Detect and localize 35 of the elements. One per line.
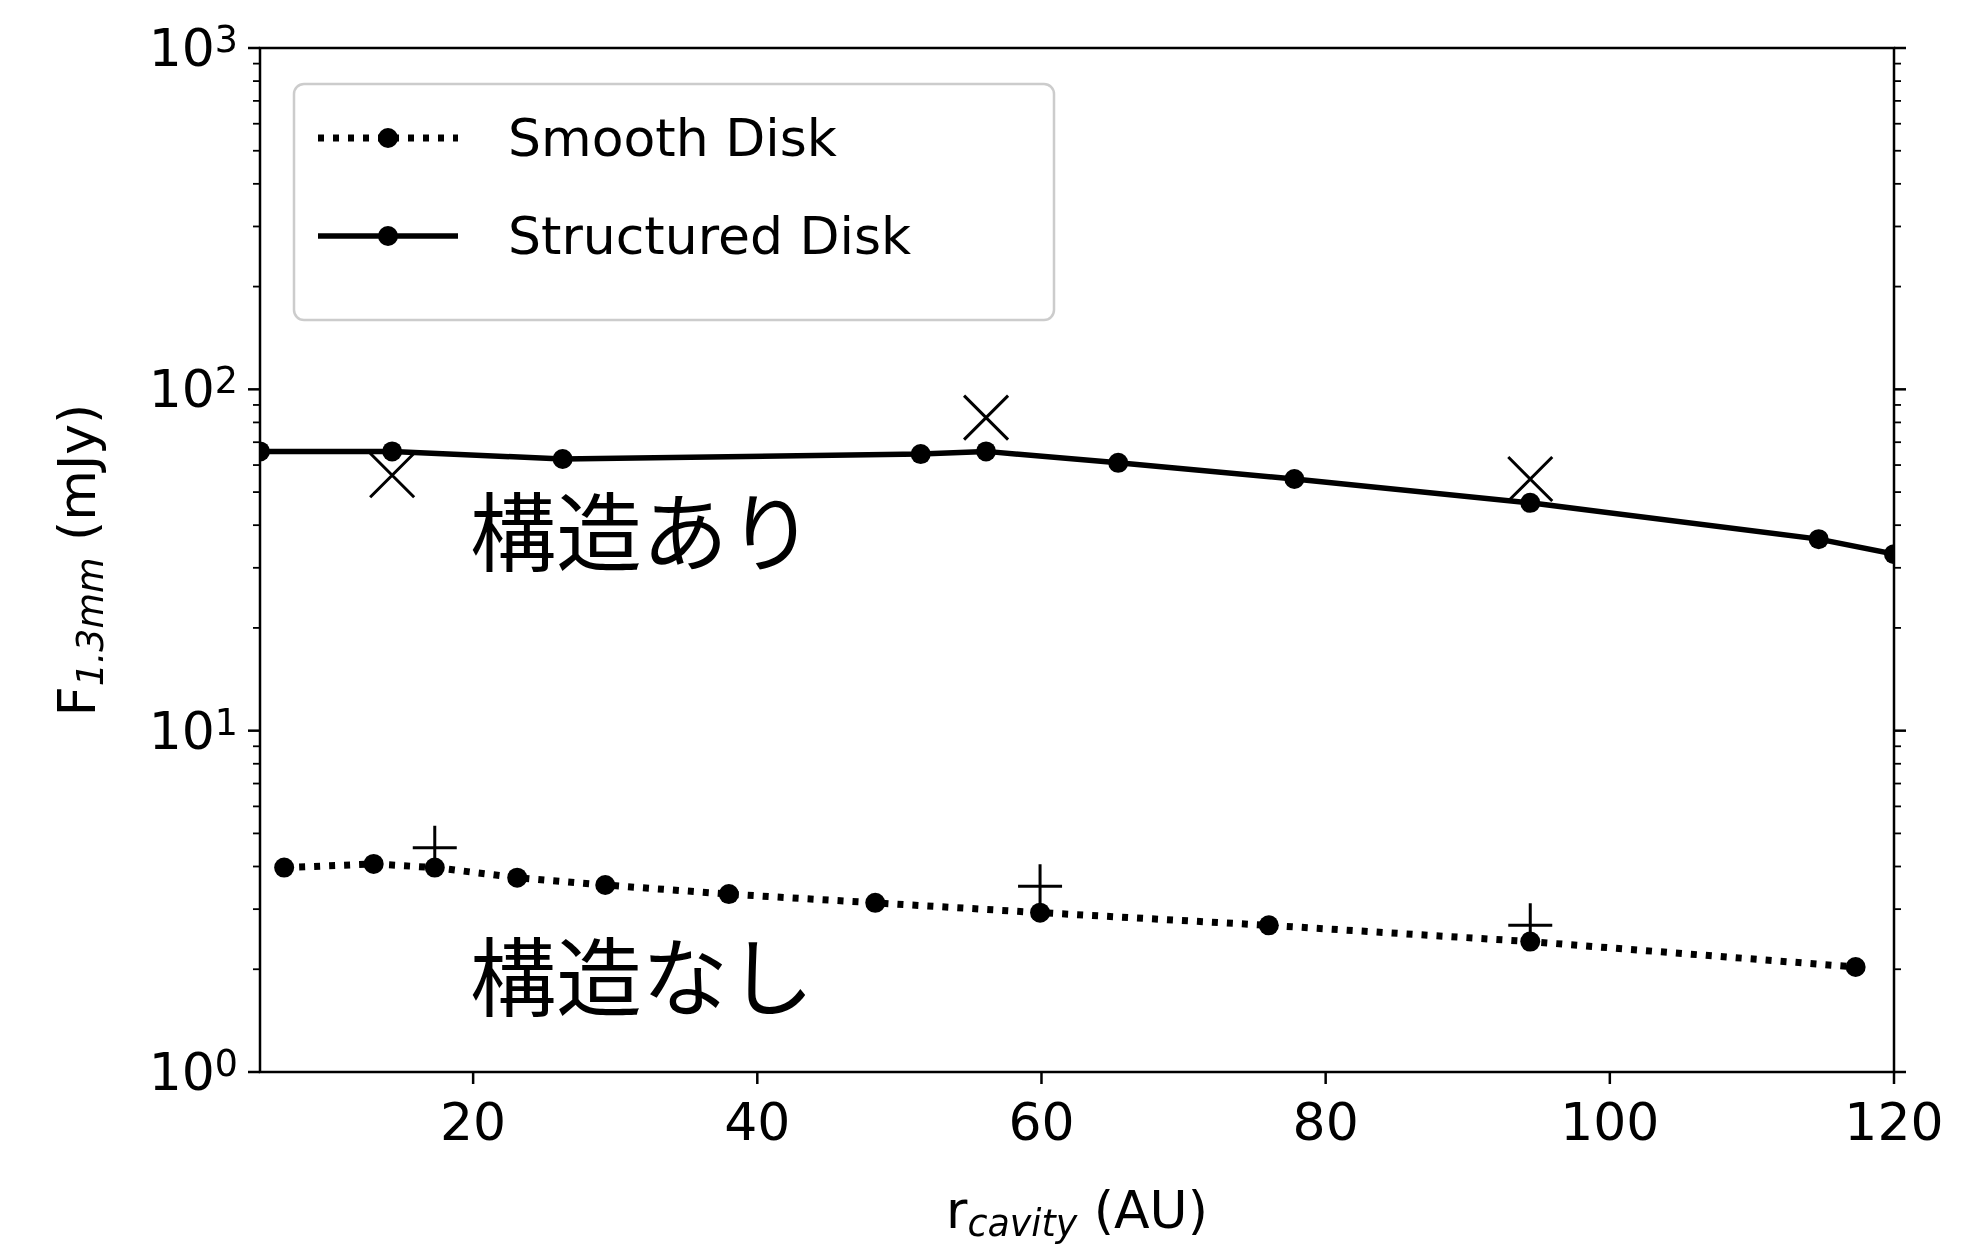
point xyxy=(1506,455,1554,503)
x-tick-label: 40 xyxy=(724,1092,791,1152)
point xyxy=(976,441,997,462)
point xyxy=(552,449,573,470)
y-tick-label: 10$^{3}$ xyxy=(148,18,238,78)
x-axis-title: r$_{cavity}$ (AU) xyxy=(946,1180,1208,1245)
y-tick-label: 10$^{0}$ xyxy=(148,1042,238,1102)
x-tick-label: 120 xyxy=(1844,1092,1944,1152)
point xyxy=(865,892,886,913)
legend-label: Smooth Disk xyxy=(508,108,837,168)
y-tick-label: 10$^{1}$ xyxy=(148,700,238,761)
point xyxy=(1030,902,1051,923)
annotation: 構造あり xyxy=(470,465,814,590)
x-tick-label: 60 xyxy=(1008,1092,1075,1152)
annotation: 構造なし xyxy=(470,910,814,1035)
point xyxy=(363,853,384,874)
point xyxy=(368,451,416,499)
point xyxy=(274,857,295,878)
y-tick-label: 10$^{2}$ xyxy=(148,359,238,420)
x-tick-label: 100 xyxy=(1560,1092,1660,1152)
point xyxy=(1520,492,1541,513)
legend-label: Structured Disk xyxy=(508,206,912,266)
point xyxy=(1258,915,1279,936)
point xyxy=(382,441,403,462)
point xyxy=(1284,469,1305,490)
point xyxy=(910,444,931,465)
point xyxy=(962,394,1010,442)
x-tick-label: 80 xyxy=(1292,1092,1359,1152)
point xyxy=(595,875,616,896)
x-tick-label: 20 xyxy=(440,1092,507,1152)
point xyxy=(1108,452,1129,473)
point xyxy=(718,884,739,905)
point xyxy=(507,867,528,888)
point xyxy=(1845,957,1866,978)
point xyxy=(1808,529,1829,550)
